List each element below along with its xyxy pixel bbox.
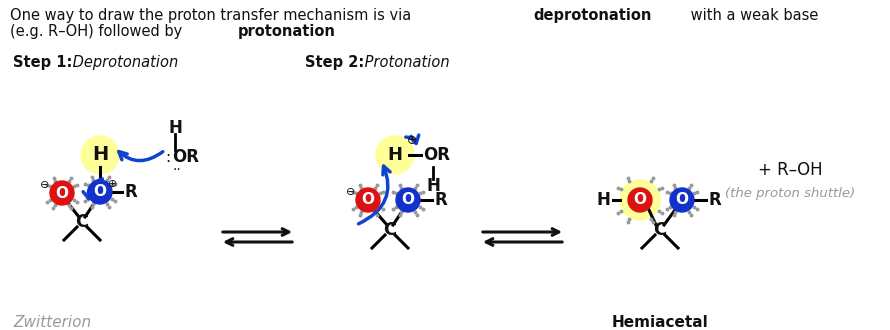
- Text: O: O: [93, 184, 107, 200]
- Circle shape: [670, 188, 694, 212]
- Text: R: R: [709, 191, 722, 209]
- Text: Hemiacetal: Hemiacetal: [611, 315, 708, 330]
- Text: C: C: [384, 221, 397, 239]
- Text: O: O: [634, 192, 646, 208]
- Text: H: H: [426, 177, 440, 195]
- Text: OR: OR: [172, 148, 199, 166]
- Text: Zwitterion: Zwitterion: [13, 315, 91, 330]
- Text: deprotonation: deprotonation: [534, 8, 652, 23]
- Text: One way to draw the proton transfer mechanism is via: One way to draw the proton transfer mech…: [10, 8, 416, 23]
- Circle shape: [620, 180, 660, 220]
- Text: O: O: [401, 192, 415, 208]
- Text: R: R: [435, 191, 448, 209]
- Text: :: :: [165, 149, 170, 164]
- Text: C: C: [76, 213, 89, 231]
- Circle shape: [376, 136, 414, 174]
- Text: O: O: [676, 192, 689, 208]
- Text: C: C: [653, 221, 667, 239]
- Text: Protonation: Protonation: [360, 55, 449, 70]
- Text: O: O: [361, 192, 375, 208]
- Circle shape: [396, 188, 420, 212]
- Text: + R–OH: + R–OH: [757, 161, 822, 179]
- Text: with a weak base: with a weak base: [686, 8, 819, 23]
- Text: ··: ··: [172, 163, 181, 177]
- Text: ⊕: ⊕: [407, 134, 417, 147]
- Circle shape: [628, 188, 652, 212]
- Circle shape: [50, 181, 74, 205]
- Text: H: H: [168, 119, 182, 137]
- Text: OR: OR: [423, 146, 450, 164]
- Text: Step 2:: Step 2:: [305, 55, 364, 70]
- Text: ⊕: ⊕: [109, 179, 117, 189]
- Text: ⊖: ⊖: [346, 187, 356, 197]
- Text: Deprotonation: Deprotonation: [68, 55, 178, 70]
- Circle shape: [356, 188, 380, 212]
- Text: Step 1:: Step 1:: [13, 55, 72, 70]
- Text: H: H: [596, 191, 610, 209]
- Text: (e.g. R–OH) followed by: (e.g. R–OH) followed by: [10, 24, 187, 39]
- Circle shape: [88, 180, 112, 204]
- Text: (the proton shuttle): (the proton shuttle): [725, 186, 855, 200]
- Text: ⊖: ⊖: [40, 180, 50, 190]
- Text: H: H: [387, 146, 402, 164]
- Text: O: O: [55, 185, 69, 201]
- Text: H: H: [92, 146, 108, 164]
- Text: protonation: protonation: [239, 24, 336, 39]
- Text: R: R: [124, 183, 137, 201]
- Circle shape: [81, 136, 119, 174]
